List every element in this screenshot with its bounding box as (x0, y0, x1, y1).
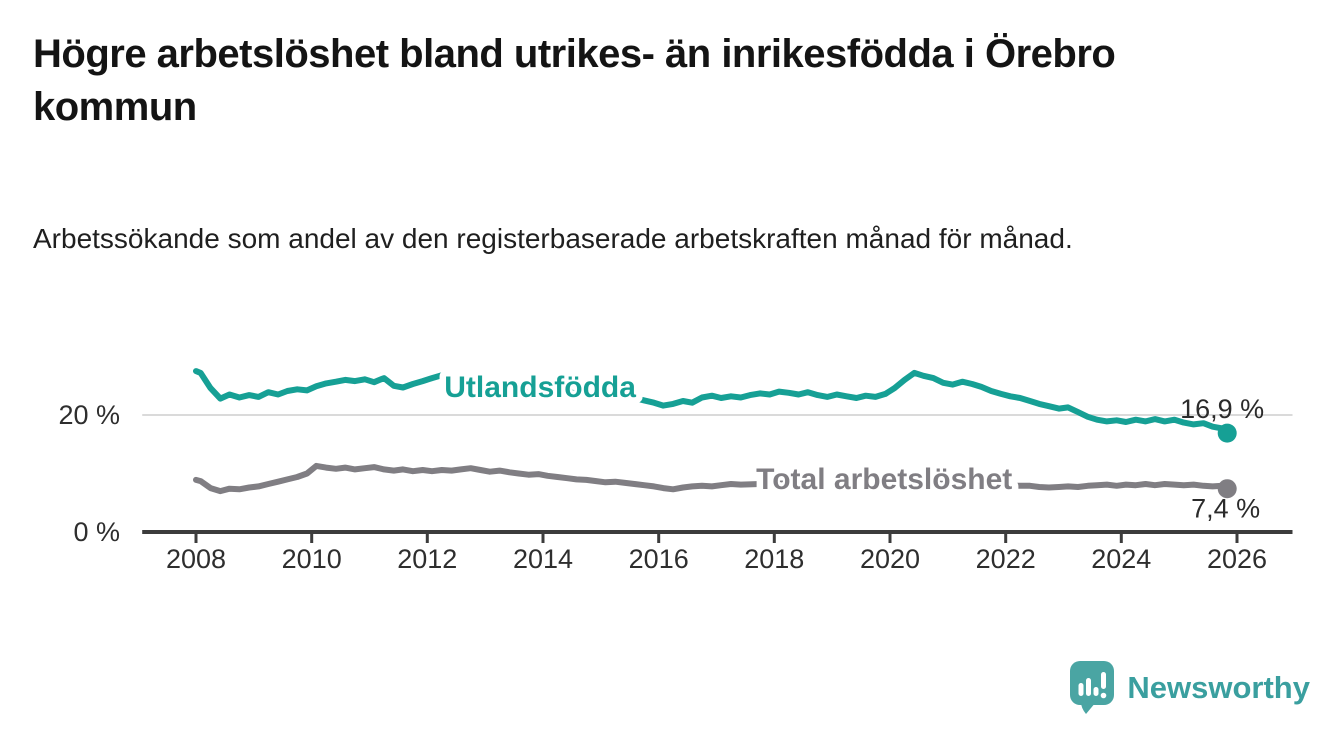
x-tick-label: 2016 (629, 544, 689, 574)
line-chart: 2008 2010 2012 2014 2016 2018 2020 2022 2024 2026… (58, 364, 1293, 574)
newsworthy-branding[interactable]: Newsworthy (1069, 661, 1310, 714)
chart-subtitle: Arbetssökande som andel av den registerb… (33, 223, 1073, 254)
series-inline-label: Utlandsfödda (444, 371, 636, 404)
x-tick-label: 2014 (513, 544, 573, 574)
newsworthy-logo-icon (1070, 661, 1115, 714)
x-tick-label: 2020 (860, 544, 920, 574)
x-tick-label: 2026 (1207, 544, 1267, 574)
series-line-total-arbetsl-shet (193, 462, 1231, 495)
series-end-dot (1217, 423, 1237, 443)
y-tick-label: 0 % (73, 517, 120, 547)
x-tick-label: 2024 (1091, 544, 1151, 574)
newsworthy-logo-text: Newsworthy (1127, 669, 1310, 705)
end-value-label: 16,9 % (1180, 394, 1264, 424)
x-tick-label: 2022 (976, 544, 1036, 574)
page-title: Högre arbetslöshet bland utrikes- än inr… (33, 32, 1116, 129)
x-tick-label: 2018 (744, 544, 804, 574)
x-tick-label: 2012 (397, 544, 457, 574)
x-tick-label: 2008 (166, 544, 226, 574)
series-inline-label: Total arbetslöshet (756, 463, 1012, 496)
series-line-utlandsf-dda (193, 368, 1231, 437)
y-tick-label: 20 % (58, 400, 120, 430)
series-end-dot (1217, 479, 1237, 499)
x-tick-label: 2010 (282, 544, 342, 574)
end-value-label: 7,4 % (1191, 494, 1260, 524)
